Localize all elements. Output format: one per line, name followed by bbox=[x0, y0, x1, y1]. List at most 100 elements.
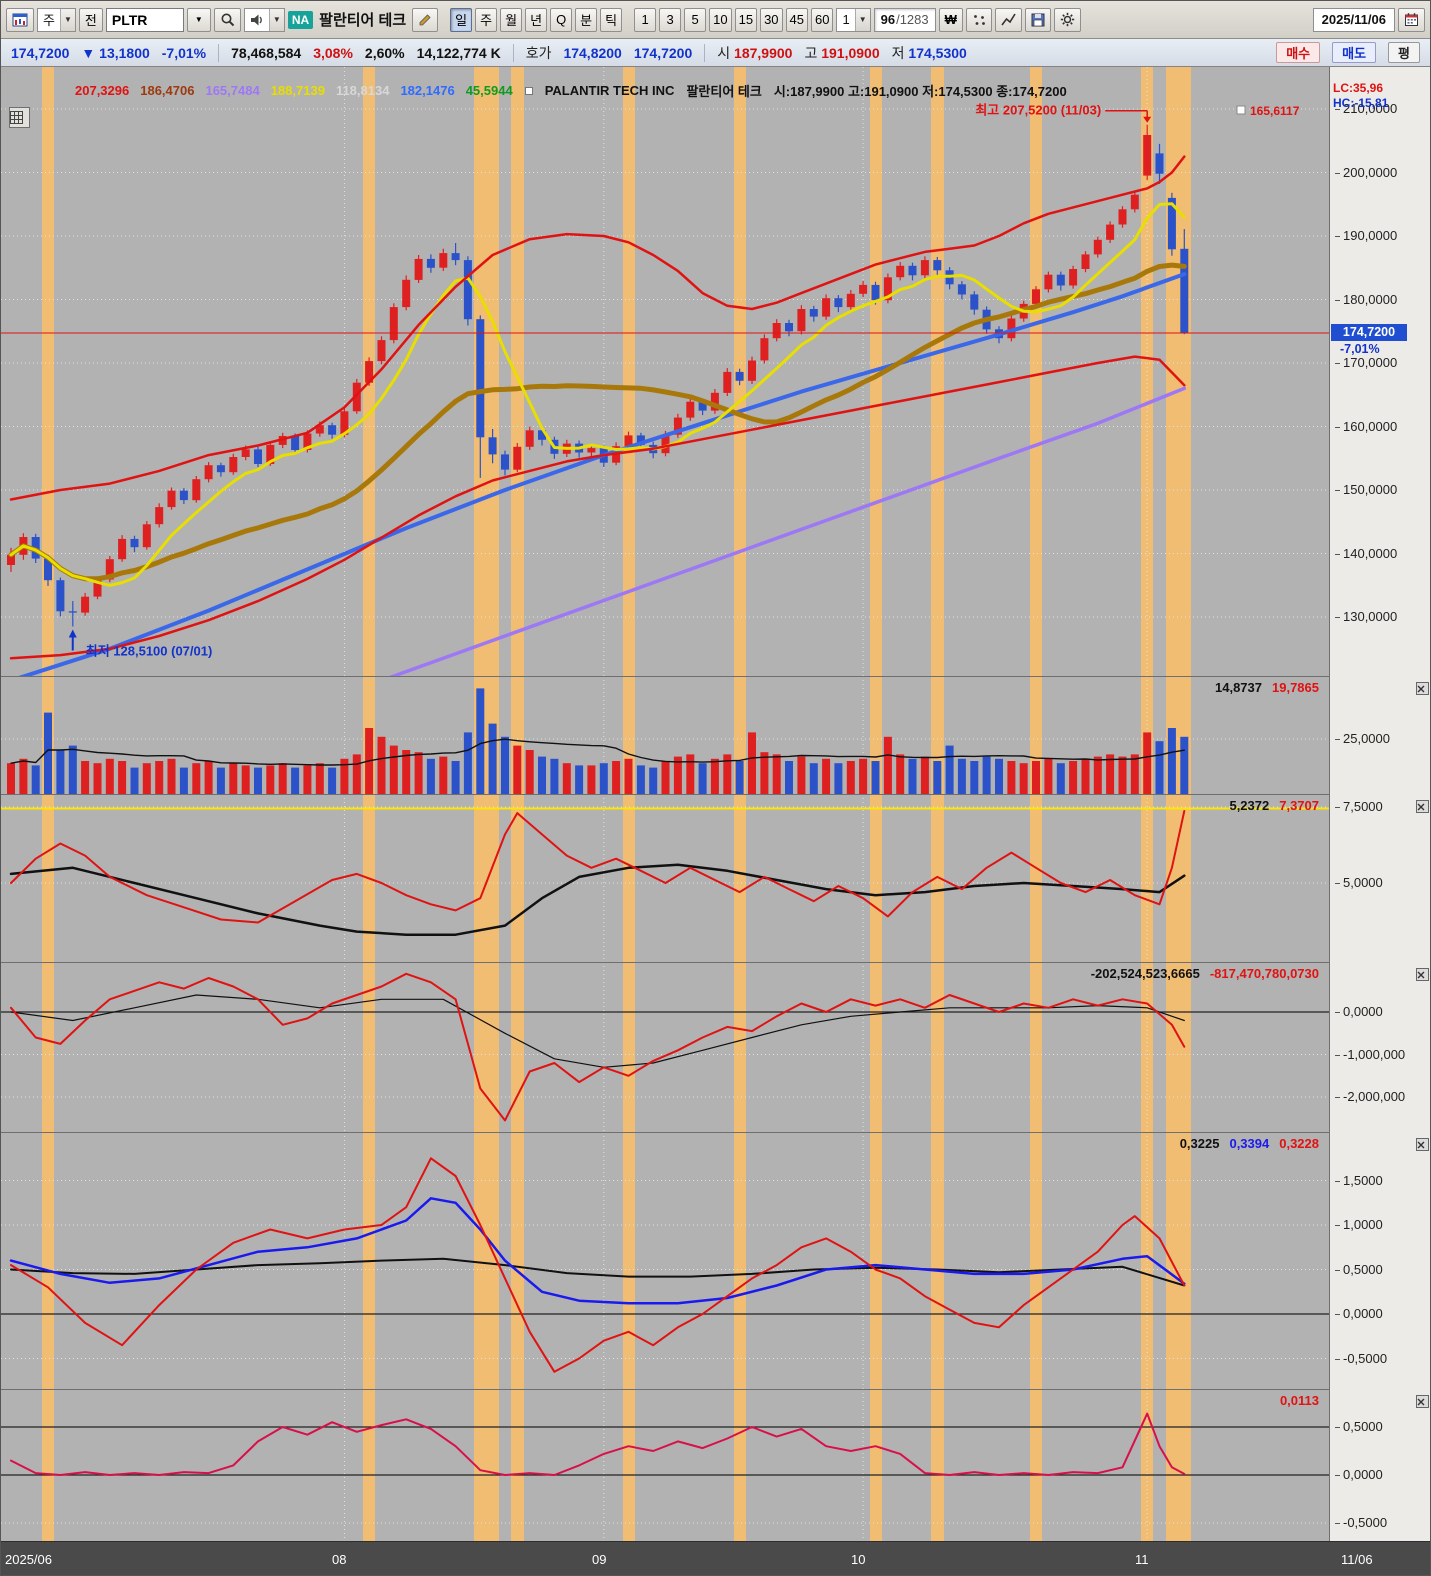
symbol-search-button[interactable] bbox=[213, 7, 241, 32]
ma-value: 186,4706 bbox=[140, 83, 195, 98]
candle-count-display[interactable]: 96/1283 bbox=[873, 7, 936, 32]
avg-button[interactable]: 평 bbox=[1388, 42, 1420, 63]
symbol-title: PALANTIR TECH INC bbox=[544, 83, 675, 98]
chart-toolbar: 주▼ 전 ▼ ▼ NA 팔란티어 테크 일 주 월 년 Q 분 틱 1 3 5 … bbox=[1, 1, 1430, 39]
indicator5-panel[interactable] bbox=[1, 1389, 1329, 1541]
time-tick: 2025/06 bbox=[5, 1552, 52, 1567]
price-tick: 170,0000 bbox=[1335, 355, 1397, 370]
quote-bar: 174,7200 ▼ 13,1800 -7,01% 78,468,584 3,0… bbox=[1, 39, 1430, 67]
time-tick: 09 bbox=[592, 1552, 607, 1567]
current-price-tag: 174,7200 bbox=[1331, 324, 1407, 341]
interval-combo[interactable]: 1 ▼ bbox=[836, 7, 871, 32]
price-axis[interactable]: 210,0000 200,0000 190,0000 180,0000 170,0000… bbox=[1329, 67, 1430, 1541]
sound-alert-combo[interactable]: ▼ bbox=[243, 7, 285, 32]
interval-45-button[interactable]: 45 bbox=[785, 7, 808, 32]
volume-value: 78,468,584 bbox=[231, 44, 302, 61]
time-tick: 10 bbox=[851, 1552, 866, 1567]
indicator-tick: 0,0000 bbox=[1335, 1004, 1383, 1019]
speaker-icon bbox=[250, 14, 262, 25]
price-tick: 160,0000 bbox=[1335, 419, 1397, 434]
interval-5-button[interactable]: 5 bbox=[684, 7, 707, 32]
panel-menu-button[interactable] bbox=[1416, 1395, 1429, 1408]
panel-menu-button[interactable] bbox=[1416, 968, 1429, 981]
indicator4-panel[interactable] bbox=[1, 1132, 1329, 1389]
separator bbox=[512, 43, 514, 62]
trendline-tool-button[interactable] bbox=[994, 7, 1022, 32]
panel-menu-button[interactable] bbox=[1416, 800, 1429, 813]
time-axis[interactable]: 2025/06 08 09 10 11 11/06 bbox=[1, 1541, 1430, 1575]
highlight-band bbox=[42, 67, 55, 1541]
period-year-button[interactable]: 년 bbox=[525, 7, 548, 32]
grid-icon bbox=[10, 111, 23, 124]
prev-view-button[interactable]: 전 bbox=[78, 7, 103, 32]
panel-values: 5,2372 7,3707 bbox=[1229, 798, 1319, 813]
legend-square-icon bbox=[524, 86, 533, 95]
chart-settings-button[interactable] bbox=[1053, 7, 1081, 32]
interval-15-button[interactable]: 15 bbox=[734, 7, 758, 32]
price-tool-button[interactable]: ₩ bbox=[938, 7, 963, 32]
panel-values: 0,0113 bbox=[1279, 1393, 1319, 1408]
interval-3-button[interactable]: 3 bbox=[659, 7, 682, 32]
sell-button[interactable]: 매도 bbox=[1332, 42, 1377, 63]
oscillator-panel[interactable] bbox=[1, 794, 1329, 962]
macd-panel[interactable] bbox=[1, 962, 1329, 1132]
indicator-tick: 1,0000 bbox=[1335, 1217, 1383, 1232]
indicator-tick: 0,5000 bbox=[1335, 1262, 1383, 1277]
svg-text:최저 128,5100 (07/01): 최저 128,5100 (07/01) bbox=[86, 644, 213, 659]
interval-1-button[interactable]: 1 bbox=[634, 7, 657, 32]
panel-values: -202,524,523,6665 -817,470,780,0730 bbox=[1090, 966, 1319, 981]
chart-window-icon bbox=[12, 13, 28, 26]
separator bbox=[218, 43, 220, 62]
period-week-button[interactable]: 주 bbox=[475, 7, 498, 32]
chart-date-field[interactable]: 2025/11/06 bbox=[1312, 7, 1395, 32]
ohlc-readout: 시:187,9900 고:191,0900 저:174,5300 종:174,7… bbox=[773, 84, 1067, 99]
symbol-input[interactable] bbox=[105, 7, 184, 32]
interval-60-button[interactable]: 60 bbox=[811, 7, 834, 32]
buy-button[interactable]: 매수 bbox=[1276, 42, 1321, 63]
pattern-tool-button[interactable] bbox=[965, 7, 992, 32]
panel-values: 0,3225 0,3394 0,3228 bbox=[1179, 1136, 1319, 1151]
main-price-chart[interactable]: 최저 128,5100 (07/01) 최고 207,5200 (11/03) 16… bbox=[1, 67, 1329, 676]
open-price: 187,9900 bbox=[734, 44, 793, 61]
period-minute-button[interactable]: 분 bbox=[575, 7, 598, 32]
indicator-tick: 0,0000 bbox=[1335, 1306, 1383, 1321]
trendline-icon bbox=[1001, 13, 1016, 26]
ma-values: 207,3296 186,4706 165,7484 188,7139 118,8134… bbox=[75, 83, 513, 98]
dots-pattern-icon bbox=[974, 14, 985, 25]
panel-divider bbox=[1, 962, 1430, 963]
period-day-button[interactable]: 일 bbox=[450, 7, 473, 32]
period-tick-button[interactable]: 틱 bbox=[600, 7, 623, 32]
volume-panel[interactable] bbox=[1, 676, 1329, 794]
highlight-band bbox=[1030, 67, 1043, 1541]
gear-icon bbox=[1060, 12, 1075, 27]
chart-grid-button[interactable] bbox=[9, 107, 30, 128]
ma-value: 118,8134 bbox=[335, 83, 390, 98]
price-change: ▼ 13,1800 bbox=[81, 44, 150, 61]
price-tick: 130,0000 bbox=[1335, 609, 1397, 624]
hoga-label: 호가 bbox=[525, 44, 552, 61]
price-tick: 150,0000 bbox=[1335, 482, 1397, 497]
price-tick: 210,0000 bbox=[1335, 101, 1397, 116]
chart-mode-value: 주 bbox=[43, 13, 55, 28]
period-quarter-button[interactable]: Q bbox=[550, 7, 573, 32]
svg-text:최고 207,5200 (11/03): 최고 207,5200 (11/03) bbox=[975, 103, 1101, 118]
panel-menu-button[interactable] bbox=[1416, 1138, 1429, 1151]
interval-10-button[interactable]: 10 bbox=[709, 7, 732, 32]
edit-symbol-button[interactable] bbox=[412, 7, 439, 32]
chart-mode-combo[interactable]: 주 ▼ bbox=[37, 7, 76, 32]
interval-30-button[interactable]: 30 bbox=[760, 7, 783, 32]
time-tick: 11 bbox=[1135, 1552, 1149, 1567]
panel-divider bbox=[1, 676, 1430, 677]
period-month-button[interactable]: 월 bbox=[500, 7, 523, 32]
symbol-name-label: 팔란티어 테크 bbox=[319, 12, 407, 29]
high-label: 고 bbox=[804, 44, 818, 61]
panel-menu-button[interactable] bbox=[1416, 682, 1429, 695]
last-price: 174,7200 bbox=[11, 44, 70, 61]
new-chart-window-button[interactable] bbox=[6, 7, 34, 32]
ask-price: 174,8200 bbox=[563, 44, 622, 61]
save-chart-button[interactable] bbox=[1024, 7, 1051, 32]
time-tick-last: 11/06 bbox=[1341, 1552, 1373, 1567]
symbol-dropdown-button[interactable]: ▼ bbox=[186, 7, 211, 32]
indicator-tick: 0,0000 bbox=[1335, 1467, 1383, 1482]
calendar-button[interactable] bbox=[1398, 7, 1425, 32]
